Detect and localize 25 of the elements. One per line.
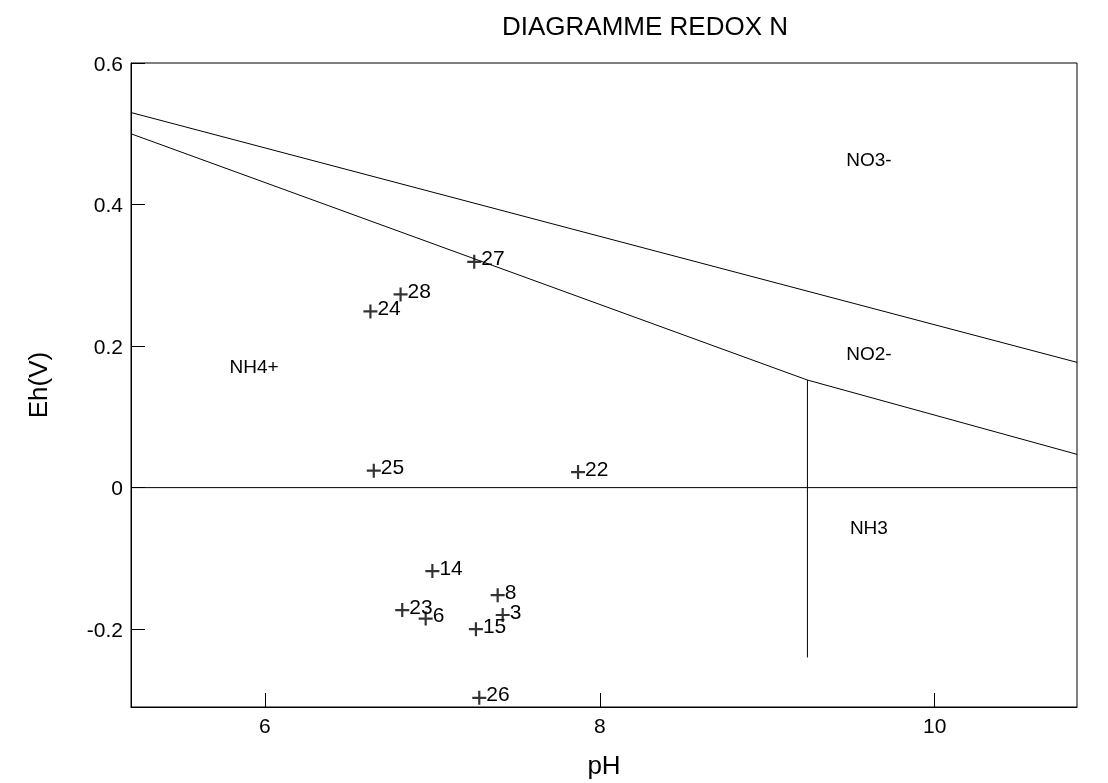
- x-axis-title: pH: [587, 750, 621, 780]
- annotation: 28: [407, 278, 431, 302]
- y-tick-label: 0.4: [93, 193, 124, 217]
- y-tick-label: 0: [111, 476, 123, 500]
- y-tick-label: 0.6: [93, 51, 123, 75]
- x-tick-label: 10: [923, 714, 947, 737]
- x-tick-label: 8: [593, 714, 606, 737]
- annotation: 22: [585, 456, 609, 480]
- chart-title: DIAGRAMME REDOX N: [501, 11, 789, 41]
- annotation: 15: [482, 613, 507, 637]
- y-axis-title: Eh(V): [23, 351, 53, 419]
- annotation: NO2-: [846, 342, 892, 364]
- annotation: 23: [409, 594, 433, 618]
- annotation: 6: [432, 603, 445, 627]
- annotation: 26: [486, 682, 510, 706]
- annotation: 25: [380, 455, 405, 479]
- annotation: NH4+: [229, 355, 279, 377]
- y-tick-label: 0.2: [93, 334, 123, 358]
- y-tick-label: -0.2: [86, 617, 123, 641]
- annotation: NO3-: [846, 149, 892, 171]
- annotation: NH3: [849, 516, 888, 538]
- x-tick-label: 6: [259, 714, 271, 737]
- annotation: 27: [481, 246, 505, 270]
- annotation: 24: [377, 295, 402, 319]
- annotation: 14: [439, 555, 464, 579]
